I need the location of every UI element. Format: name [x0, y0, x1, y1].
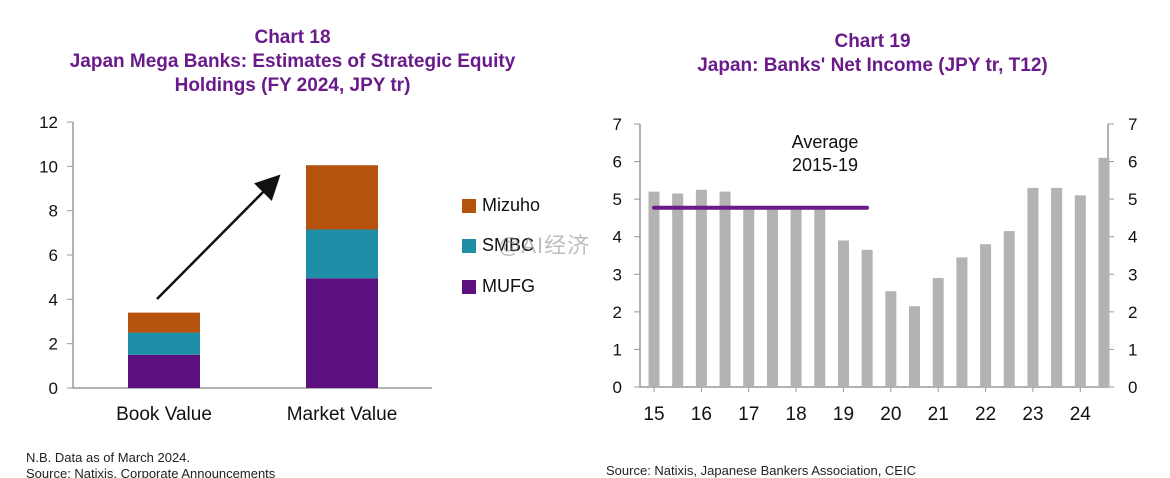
chart18-bar-smbc-1: [306, 229, 378, 279]
chart19-x-tick-label: 22: [975, 404, 996, 425]
chart19-bar-3: [719, 191, 731, 387]
chart18-bar-mizuho-0: [128, 312, 200, 333]
chart18-bar-mufg-0: [128, 354, 200, 388]
chart19-bar-13: [956, 257, 968, 387]
chart19-bar-1: [672, 193, 684, 387]
chart19-right-tick-label: 1: [1128, 340, 1137, 359]
chart19-average-label-line1: Average: [792, 132, 859, 152]
chart19-x-tick-label: 20: [880, 404, 901, 425]
chart18-title-line3: Holdings (FY 2024, JPY tr): [174, 75, 411, 96]
chart19-x-tick-label: 24: [1070, 404, 1092, 425]
chart19-bar-12: [932, 278, 944, 387]
chart19-bar-16: [1027, 187, 1039, 387]
chart19-x-tick-label: 21: [928, 404, 949, 425]
chart19-title-line2: Japan: Banks' Net Income (JPY tr, T12): [697, 55, 1048, 76]
chart18-category-label: Market Value: [287, 404, 398, 425]
legend-mizuho: Mizuho: [462, 195, 540, 216]
chart19-bar-8: [837, 240, 849, 387]
chart19-right-tick-label: 3: [1128, 265, 1137, 284]
chart18-source: Source: Natixis, Corporate Announcements: [26, 466, 276, 478]
legend-smbc-label: SMBC: [482, 235, 535, 255]
chart19-right-tick-label: 4: [1128, 228, 1137, 247]
chart19-right-tick-label: 2: [1128, 303, 1137, 322]
chart19-left-tick-label: 4: [613, 228, 622, 247]
chart18-title: Chart 18 Japan Mega Banks: Estimates of …: [20, 26, 565, 98]
chart18-growth-arrow: [156, 174, 281, 300]
chart19-x-tick-label: 23: [1022, 404, 1043, 425]
chart19-source: Source: Natixis, Japanese Bankers Associ…: [606, 463, 916, 478]
legend-mufg-label: MUFG: [482, 276, 535, 296]
chart18-y-tick-label: 6: [49, 246, 58, 265]
chart19-bar-9: [861, 249, 873, 387]
chart19-title: Chart 19 Japan: Banks' Net Income (JPY t…: [600, 30, 1145, 78]
chart19-average-label-line2: 2015-19: [792, 155, 858, 175]
chart18-y-tick-label: 8: [49, 202, 58, 221]
chart19-bar-7: [814, 206, 826, 387]
legend-mufg: MUFG: [462, 276, 535, 297]
chart19-bar-0: [648, 191, 660, 387]
chart19-x-tick-label: 18: [786, 404, 807, 425]
chart18-y-tick-label: 2: [49, 335, 58, 354]
chart18-category-label: Book Value: [116, 404, 212, 425]
chart19-bar-10: [885, 291, 897, 387]
chart18-bar-smbc-0: [128, 332, 200, 355]
watermark: @AI经济: [498, 233, 591, 258]
chart19-bar-19: [1098, 157, 1110, 387]
chart19-left-tick-label: 6: [613, 153, 622, 172]
legend-mizuho-swatch: [462, 198, 476, 213]
chart19-bar-18: [1074, 195, 1086, 387]
chart19-left-tick-label: 2: [613, 303, 622, 322]
chart19-left-tick-label: 5: [613, 190, 622, 209]
chart19-right-tick-label: 5: [1128, 190, 1137, 209]
legend-smbc: SMBC: [462, 235, 534, 256]
legend-smbc-swatch: [462, 238, 476, 253]
legend-mizuho-label: Mizuho: [482, 195, 541, 215]
chart19-left-tick-label: 1: [613, 340, 622, 359]
chart19-x-tick-label: 17: [738, 404, 759, 425]
chart18-y-tick-label: 0: [49, 379, 58, 398]
chart19-left-tick-label: 3: [613, 265, 622, 284]
chart19-bar-2: [695, 189, 707, 387]
chart19-right-tick-label: 7: [1128, 115, 1137, 134]
chart19-x-tick-label: 15: [643, 404, 664, 425]
chart19-x-tick-label: 19: [833, 404, 854, 425]
chart18-bar-mizuho-1: [306, 165, 378, 230]
legend-mufg-swatch: [462, 279, 476, 294]
chart18-title-line2: Japan Mega Banks: Estimates of Strategic…: [69, 51, 516, 72]
chart19-right-tick-label: 0: [1128, 378, 1137, 397]
chart19-bar-14: [980, 244, 992, 387]
chart19-left-tick-label: 0: [613, 378, 622, 397]
chart19-left-tick-label: 7: [613, 115, 622, 134]
chart19-bar-11: [909, 306, 921, 387]
chart19-right-tick-label: 6: [1128, 153, 1137, 172]
chart18-bar-mufg-1: [306, 278, 378, 388]
chart19-x-tick-label: 16: [691, 404, 712, 425]
chart19-title-line1: Chart 19: [834, 31, 911, 52]
chart18-title-line1: Chart 18: [254, 27, 331, 48]
chart18-y-tick-label: 10: [39, 157, 58, 176]
chart19-bar-15: [1003, 231, 1015, 387]
chart18-note: N.B. Data as of March 2024.: [26, 450, 191, 465]
chart19-bar-17: [1051, 187, 1063, 387]
chart18-y-tick-label: 4: [49, 290, 58, 309]
chart19-bar-5: [766, 208, 778, 387]
chart19-bar-4: [743, 208, 755, 387]
chart19-bar-6: [790, 206, 802, 387]
chart18-y-tick-label: 12: [39, 113, 58, 132]
